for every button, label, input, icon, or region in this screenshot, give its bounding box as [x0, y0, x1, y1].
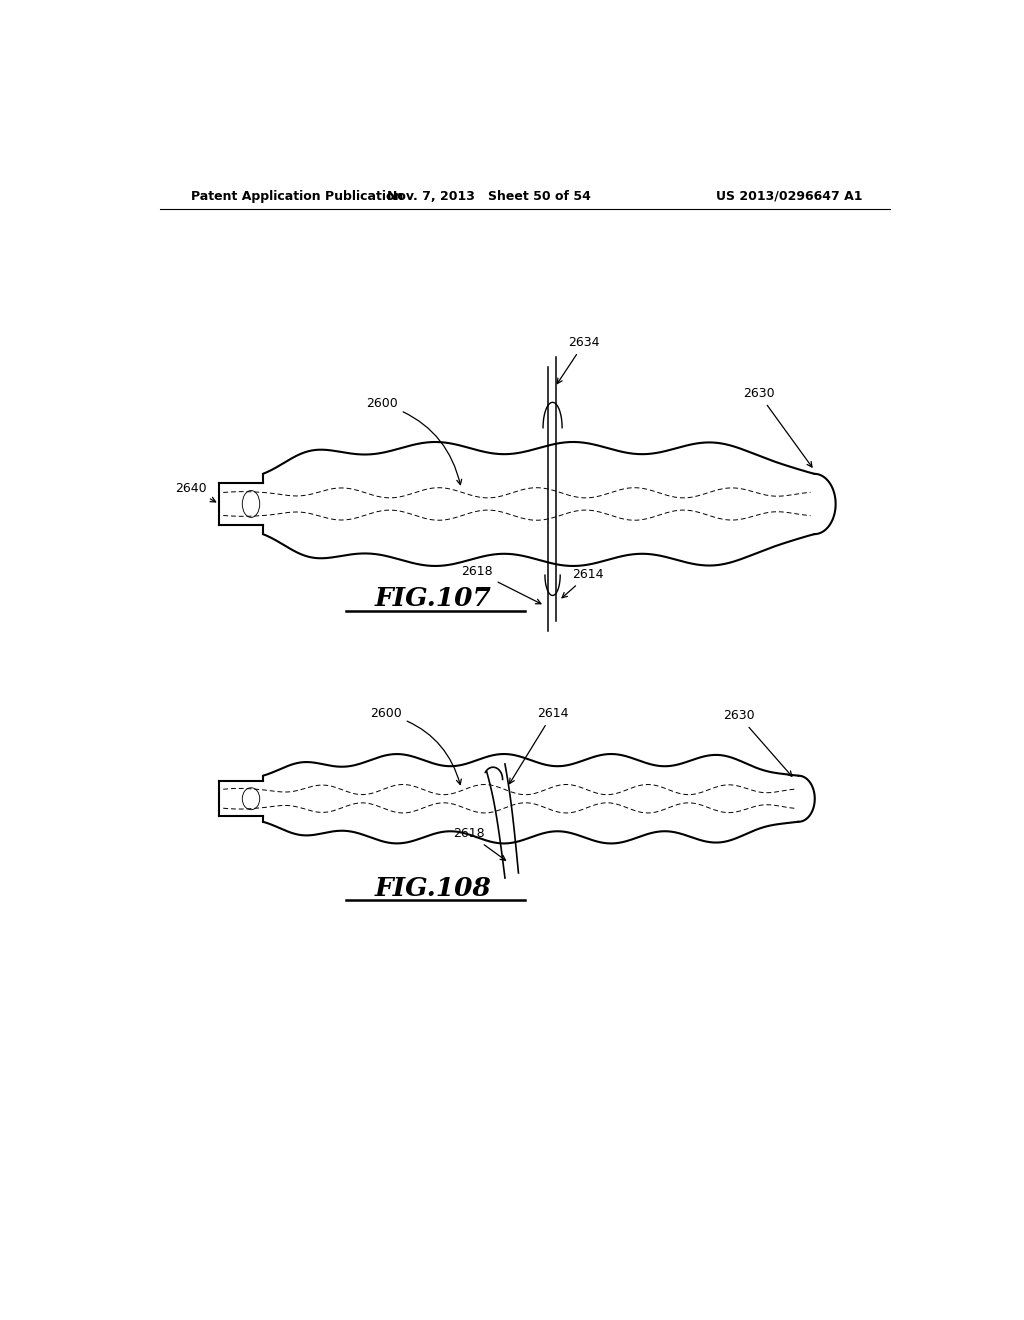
Text: 2614: 2614: [562, 568, 604, 598]
Text: 2614: 2614: [510, 708, 568, 784]
Text: 2634: 2634: [557, 337, 600, 384]
Text: 2618: 2618: [462, 565, 541, 603]
Text: 2600: 2600: [370, 708, 461, 784]
Text: 2630: 2630: [723, 709, 792, 776]
Text: 2600: 2600: [367, 397, 462, 484]
Text: Patent Application Publication: Patent Application Publication: [191, 190, 403, 202]
Text: Nov. 7, 2013   Sheet 50 of 54: Nov. 7, 2013 Sheet 50 of 54: [387, 190, 591, 202]
Text: 2630: 2630: [743, 387, 812, 467]
Text: FIG.107: FIG.107: [375, 586, 492, 611]
Text: FIG.108: FIG.108: [375, 875, 492, 900]
Text: US 2013/0296647 A1: US 2013/0296647 A1: [716, 190, 862, 202]
Text: 2618: 2618: [454, 828, 506, 861]
Text: 2640: 2640: [176, 482, 216, 502]
